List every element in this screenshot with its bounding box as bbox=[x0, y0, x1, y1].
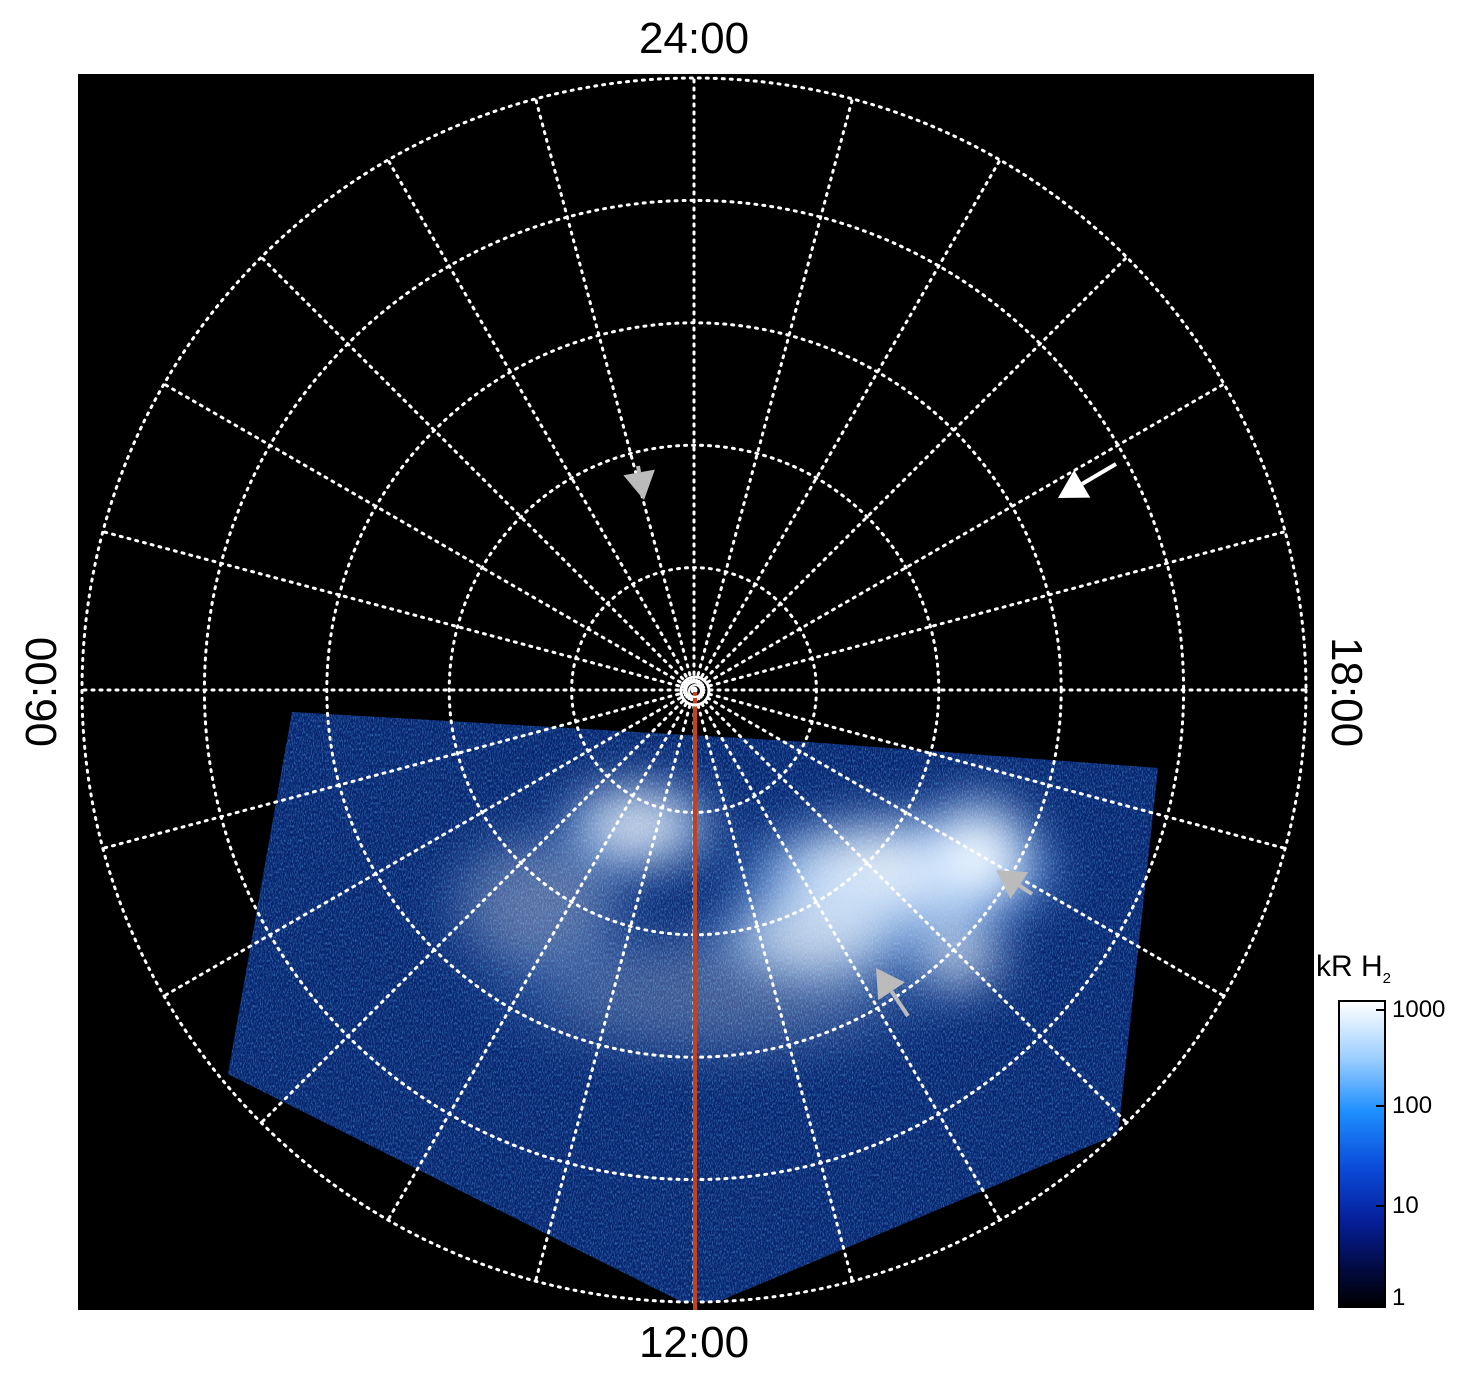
colorbar-tick-1: 1 bbox=[1392, 1284, 1406, 1311]
colorbar-tick-mark-100 bbox=[1376, 1105, 1386, 1107]
grid-meridian-21 bbox=[259, 255, 696, 692]
grid-meridian-3 bbox=[692, 255, 1129, 692]
local-time-label-18: 18:00 bbox=[1322, 636, 1371, 748]
annotation-arrow-3 bbox=[876, 968, 910, 1018]
grid-meridian-15 bbox=[259, 688, 696, 1125]
grid-meridian-1 bbox=[692, 97, 854, 692]
colorbar-tick-100: 100 bbox=[1392, 1092, 1433, 1119]
grid-meridian-9 bbox=[692, 688, 1129, 1125]
local-time-label-24: 24:00 bbox=[638, 14, 750, 63]
grid-meridian-4 bbox=[692, 382, 1226, 692]
polar-auroral-map bbox=[78, 74, 1314, 1310]
grid-meridian-19 bbox=[101, 530, 696, 692]
grid-meridian-17 bbox=[101, 688, 696, 850]
local-time-label-12: 12:00 bbox=[638, 1318, 750, 1367]
grid-meridian-23 bbox=[534, 97, 696, 692]
colorbar-title: kR H2 bbox=[1316, 950, 1391, 987]
local-time-label-06: 06:00 bbox=[17, 636, 66, 748]
annotation-arrows bbox=[623, 462, 1118, 1018]
grid-meridian-13 bbox=[534, 688, 696, 1283]
grid-meridian-16 bbox=[162, 688, 696, 998]
colorbar bbox=[1338, 1000, 1386, 1308]
pole-marker bbox=[679, 675, 711, 707]
emission-blob-6 bbox=[458, 914, 978, 1074]
colorbar-label: kR H bbox=[1316, 950, 1383, 983]
colorbar-label-subscript: 2 bbox=[1382, 970, 1392, 987]
colorbar-tick-10: 10 bbox=[1392, 1192, 1419, 1219]
grid-meridian-7 bbox=[692, 688, 1287, 850]
grid-meridian-2 bbox=[692, 158, 1002, 692]
grid-meridian-20 bbox=[162, 382, 696, 692]
grid-meridian-22 bbox=[386, 158, 696, 692]
annotation-arrow-1 bbox=[623, 465, 655, 500]
grid-meridian-10 bbox=[692, 688, 1002, 1222]
annotation-arrow-2 bbox=[996, 870, 1034, 899]
colorbar-tick-1000: 1000 bbox=[1392, 996, 1446, 1023]
grid-meridian-14 bbox=[386, 688, 696, 1222]
colorbar-tick-mark-10 bbox=[1376, 1205, 1386, 1207]
grid-meridian-5 bbox=[692, 530, 1287, 692]
annotation-arrow-0 bbox=[1058, 462, 1118, 498]
grid-meridian-11 bbox=[692, 688, 854, 1283]
colorbar-tick-mark-1000 bbox=[1376, 1009, 1386, 1011]
grid-meridian-8 bbox=[692, 688, 1226, 998]
